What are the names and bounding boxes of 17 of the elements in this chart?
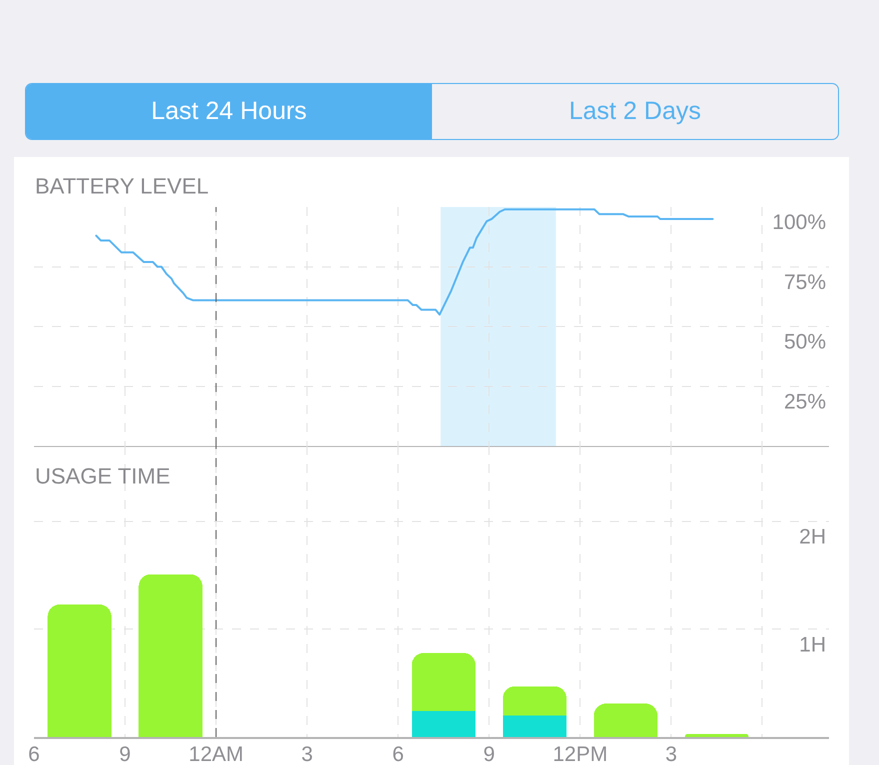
chart-title: BATTERY LEVEL xyxy=(35,174,209,199)
x-tick-label: 3 xyxy=(665,743,678,765)
x-tick-label: 9 xyxy=(483,743,495,765)
y-tick-label: 2H xyxy=(799,525,826,548)
x-tick-label: 12PM xyxy=(552,743,608,765)
x-tick-label: 12AM xyxy=(188,743,244,765)
y-tick-label: 25% xyxy=(784,390,826,414)
x-tick-label: 3 xyxy=(301,743,313,765)
y-tick-label: 100% xyxy=(772,211,826,234)
x-tick-label: 9 xyxy=(119,743,131,765)
y-tick-label: 50% xyxy=(784,330,826,354)
x-tick-label: 6 xyxy=(28,743,40,765)
text: USAGE TIME xyxy=(35,464,170,489)
y-tick-label: 1H xyxy=(799,633,826,656)
y-tick-label: 75% xyxy=(784,270,826,294)
segmented-control: Last 24 Hours Last 2 Days xyxy=(25,83,839,140)
x-tick-label: 6 xyxy=(392,743,404,765)
